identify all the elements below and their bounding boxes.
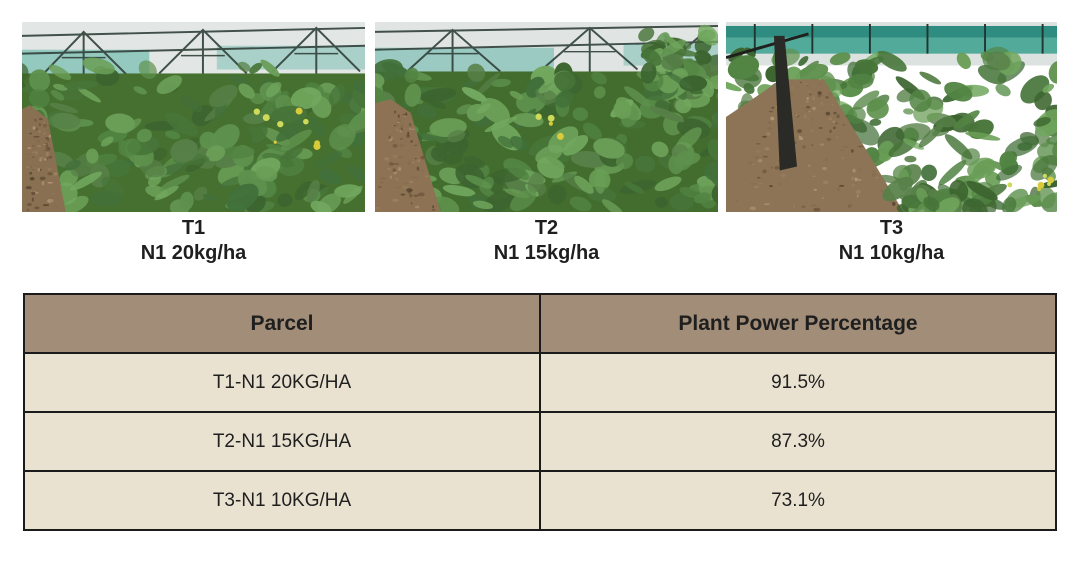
header-row: Parcel Plant Power Percentage: [23, 293, 1057, 354]
percentage-cell: 91.5%: [539, 352, 1057, 413]
col-header-percentage: Plant Power Percentage: [539, 293, 1057, 354]
photo-title: T1: [181, 217, 206, 239]
photo-subtitle: N1 20kg/ha: [140, 242, 247, 264]
table-row: T2-N1 15KG/HA 87.3%: [23, 411, 1057, 472]
greenhouse-photo-t3: [726, 22, 1057, 212]
tall-tomato-plant: [636, 24, 718, 101]
photo-caption-t1: T1 N1 20kg/ha: [22, 216, 365, 266]
photo-t2: [375, 22, 718, 212]
greenhouse-truss: [22, 26, 365, 79]
dirt-path: [375, 99, 441, 212]
foreground-foliage: [882, 176, 998, 212]
dirt-path: [22, 105, 66, 212]
photo-caption-t2: T2 N1 15kg/ha: [375, 216, 718, 266]
support-pole: [773, 35, 797, 171]
photo-subtitle: N1 10kg/ha: [838, 242, 945, 264]
photo-subtitle: N1 15kg/ha: [493, 242, 600, 264]
parcel-cell: T3-N1 10KG/HA: [23, 470, 541, 531]
table-row: T1-N1 20KG/HA 91.5%: [23, 352, 1057, 413]
greenhouse-photo-t2: [375, 22, 718, 212]
greenhouse-photo-t1: [22, 22, 365, 212]
percentage-cell: 73.1%: [539, 470, 1057, 531]
col-header-parcel: Parcel: [23, 293, 541, 354]
photo-title: T2: [534, 217, 559, 239]
parcel-cell: T2-N1 15KG/HA: [23, 411, 541, 472]
parcel-cell: T1-N1 20KG/HA: [23, 352, 541, 413]
photo-caption-t3: T3 N1 10kg/ha: [726, 216, 1057, 266]
net-posts: [753, 23, 1044, 54]
photo-title: T3: [879, 217, 904, 239]
table-row: T3-N1 10KG/HA 73.1%: [23, 470, 1057, 531]
photo-t3: [726, 22, 1057, 212]
drip-line: [726, 32, 809, 60]
photo-t1: [22, 22, 365, 212]
results-table: Parcel Plant Power Percentage T1-N1 20KG…: [23, 293, 1057, 531]
percentage-cell: 87.3%: [539, 411, 1057, 472]
greenhouse-truss: [375, 24, 718, 75]
